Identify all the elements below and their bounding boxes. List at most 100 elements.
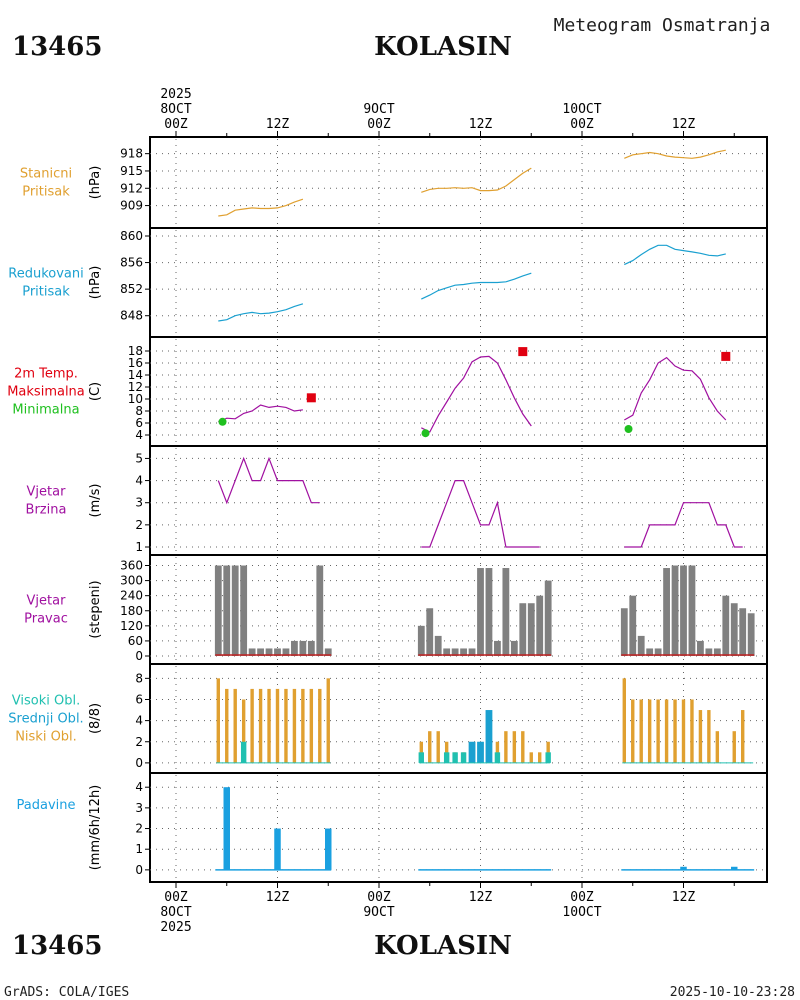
direction-bar xyxy=(265,648,273,656)
direction-bar xyxy=(510,640,518,656)
y-tick-label: 4 xyxy=(135,780,143,794)
low-cloud-bar xyxy=(436,731,440,763)
y-tick-label: 6 xyxy=(135,692,143,706)
direction-bar xyxy=(536,595,544,656)
y-tick-label: 2 xyxy=(135,822,143,836)
direction-bar xyxy=(460,648,467,656)
bottom-time-label: 9OCT xyxy=(363,905,394,920)
y-tick-label: 0 xyxy=(135,756,143,770)
y-axis-label: (mm/6h/12h) xyxy=(88,785,103,871)
direction-bar xyxy=(316,565,324,656)
series-line xyxy=(218,404,303,423)
direction-bar xyxy=(544,580,552,656)
series-line xyxy=(217,456,320,505)
direction-bar xyxy=(231,565,239,656)
station-id-top: 13465 xyxy=(12,32,102,62)
y-axis-label: (C) xyxy=(88,382,103,401)
y-tick-label: 16 xyxy=(128,356,143,370)
y-tick-label: 918 xyxy=(120,147,143,161)
direction-bar xyxy=(646,648,654,656)
direction-bar xyxy=(299,640,307,656)
grads-credit: GrADS: COLA/IGES xyxy=(4,985,129,1000)
low-cloud-bar xyxy=(656,699,660,763)
bottom-time-label: 12Z xyxy=(672,890,696,905)
bottom-time-label: 8OCT xyxy=(160,905,191,920)
y-tick-label: 240 xyxy=(120,589,143,603)
direction-bar xyxy=(527,603,535,656)
low-cloud-bar xyxy=(258,688,263,763)
direction-bar xyxy=(671,565,679,656)
direction-bar xyxy=(434,635,442,656)
low-cloud-bar xyxy=(622,678,626,763)
high-cloud-bar xyxy=(545,752,551,763)
low-cloud-bar xyxy=(284,688,288,763)
y-tick-label: 0 xyxy=(135,863,143,877)
high-cloud-bar xyxy=(452,752,458,763)
panel-title-line: Padavine xyxy=(17,798,76,813)
y-tick-label: 915 xyxy=(120,164,143,178)
y-tick-label: 912 xyxy=(120,181,143,195)
direction-bar xyxy=(307,640,315,656)
chart-title: Meteogram Osmatranja xyxy=(554,15,771,36)
y-tick-label: 860 xyxy=(120,229,143,243)
series-line xyxy=(421,480,540,548)
y-tick-label: 180 xyxy=(120,604,143,618)
max-temp-marker xyxy=(721,351,731,361)
max-temp-marker xyxy=(518,347,528,357)
y-tick-label: 300 xyxy=(120,574,143,588)
y-tick-label: 6 xyxy=(135,416,143,430)
mid-cloud-bar xyxy=(468,741,476,763)
high-cloud-bar xyxy=(240,741,247,763)
precip-bar xyxy=(223,787,230,870)
high-cloud-bar xyxy=(460,752,467,763)
y-tick-label: 852 xyxy=(120,282,143,296)
direction-bar xyxy=(477,568,484,656)
low-cloud-bar xyxy=(631,699,635,763)
precip-bar xyxy=(325,828,332,870)
direction-bar xyxy=(223,565,231,656)
top-time-label: 00Z xyxy=(367,117,391,132)
low-cloud-bar xyxy=(225,688,229,763)
max-temp-marker xyxy=(306,393,316,403)
y-tick-label: 60 xyxy=(128,634,143,648)
direction-bar xyxy=(468,648,476,656)
panel-pressure: 909 912 915 918 (hPa) Stanicni Pritisak xyxy=(20,139,767,226)
low-cloud-bar xyxy=(233,688,237,763)
top-time-label: 9OCT xyxy=(363,102,394,117)
direction-bar xyxy=(274,648,281,656)
direction-bar xyxy=(282,648,290,656)
low-cloud-bar xyxy=(428,731,432,763)
low-cloud-bar xyxy=(673,699,677,763)
direction-bar xyxy=(257,648,264,656)
bottom-time-label: 12Z xyxy=(469,890,493,905)
top-time-label: 2025 xyxy=(160,87,191,102)
bottom-time-label: 00Z xyxy=(570,890,594,905)
direction-bar xyxy=(739,608,747,656)
station-id-bottom: 13465 xyxy=(12,931,102,961)
y-tick-label: 10 xyxy=(128,392,143,406)
direction-bar xyxy=(730,603,738,656)
y-tick-label: 4 xyxy=(135,714,143,728)
low-cloud-bar xyxy=(732,731,736,763)
precip-bar xyxy=(274,828,281,870)
series-line xyxy=(421,355,532,433)
top-time-label: 12Z xyxy=(469,117,493,132)
bottom-time-label: 00Z xyxy=(367,890,391,905)
direction-bar xyxy=(637,635,645,656)
direction-bar xyxy=(680,565,687,656)
y-axis-label: (hPa) xyxy=(88,266,103,300)
low-cloud-bar xyxy=(275,688,280,763)
station-name-top: KOLASIN xyxy=(374,32,512,62)
y-tick-label: 120 xyxy=(120,619,143,633)
y-tick-label: 18 xyxy=(128,344,143,358)
y-axis-label: (hPa) xyxy=(88,166,103,200)
low-cloud-bar xyxy=(690,699,694,763)
y-tick-label: 5 xyxy=(135,451,143,465)
direction-bar xyxy=(519,603,527,656)
low-cloud-bar xyxy=(216,678,220,763)
y-axis-label: (stepeni) xyxy=(88,580,103,638)
y-tick-label: 848 xyxy=(120,309,143,323)
y-tick-label: 2 xyxy=(135,735,143,749)
